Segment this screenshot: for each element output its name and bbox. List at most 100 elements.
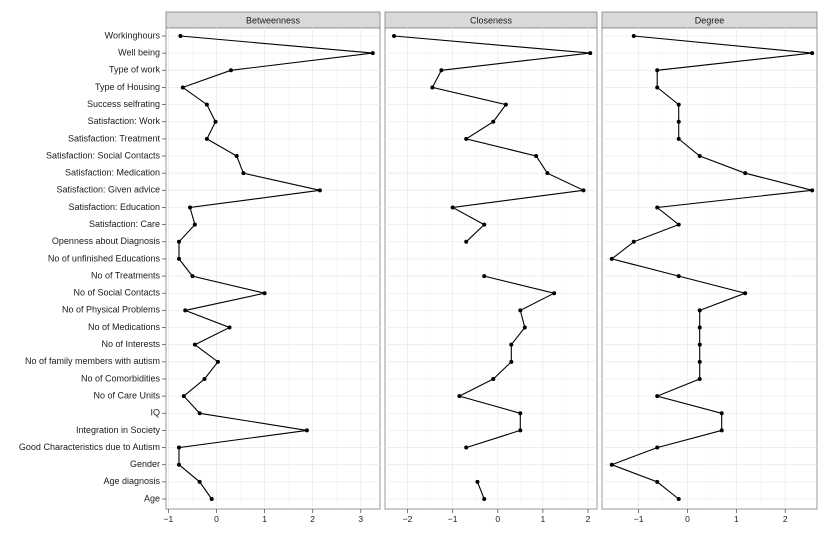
y-tick-label: No of Physical Problems	[62, 305, 161, 315]
x-tick-label: 2	[586, 514, 591, 524]
data-point	[215, 359, 220, 364]
data-point	[482, 497, 487, 501]
y-tick-label: No of Interests	[101, 339, 160, 349]
data-point	[518, 411, 523, 416]
data-point	[464, 136, 469, 141]
data-point	[697, 325, 702, 330]
series-line	[178, 35, 373, 500]
data-point	[676, 274, 681, 279]
data-point	[655, 68, 660, 73]
x-tick-label: 0	[214, 514, 219, 524]
y-tick-label: Success selfrating	[87, 99, 160, 109]
data-point	[475, 479, 480, 484]
data-point	[676, 102, 681, 107]
data-point	[457, 394, 462, 399]
data-point	[209, 497, 214, 501]
panel-title: Degree	[695, 16, 725, 26]
data-point	[522, 325, 527, 330]
data-point	[719, 411, 724, 416]
y-tick-label: Well being	[118, 48, 160, 58]
facet-panels: Betweenness −1 0 1 2 3 Closeness −2 −1 0 1 2 Degree −…	[164, 11, 818, 524]
data-point	[655, 479, 660, 484]
data-point	[518, 428, 523, 433]
y-tick-label: Workinghours	[105, 30, 161, 40]
data-point	[482, 222, 487, 227]
data-point	[697, 342, 702, 347]
data-point	[545, 171, 550, 176]
data-point	[719, 428, 724, 433]
x-tick-label: 1	[734, 514, 739, 524]
data-point	[676, 119, 681, 124]
data-point	[491, 119, 496, 124]
data-point	[392, 34, 397, 38]
panel-background	[165, 27, 381, 510]
data-point	[241, 171, 246, 176]
data-point	[190, 274, 195, 279]
data-point	[204, 136, 209, 141]
y-tick-label: No of unfinished Educations	[48, 253, 161, 263]
panel-betweenness: Betweenness −1 0 1 2 3	[164, 11, 381, 524]
data-point	[304, 428, 309, 433]
x-tick-label: 1	[262, 514, 267, 524]
data-point	[464, 445, 469, 450]
y-tick-label: Age	[144, 493, 160, 503]
x-tick-label: −1	[634, 514, 644, 524]
y-tick-label: Satisfaction: Care	[89, 219, 160, 229]
data-point	[180, 85, 185, 90]
y-tick-label: Satisfaction: Work	[88, 116, 161, 126]
data-point	[810, 51, 815, 56]
x-tick-label: −1	[448, 514, 458, 524]
x-tick-label: −1	[164, 514, 174, 524]
data-point	[176, 445, 181, 450]
data-point	[655, 85, 660, 90]
data-point	[183, 308, 188, 313]
data-point	[181, 394, 186, 399]
y-tick-label: No of family members with autism	[25, 356, 160, 366]
data-point	[482, 274, 487, 279]
y-tick-label: No of Social Contacts	[73, 288, 160, 298]
data-point	[631, 34, 636, 38]
y-tick-label: Openness about Diagnosis	[52, 236, 161, 246]
data-point	[609, 256, 614, 261]
y-axis-labels: Workinghours Well being Type of work Type o…	[19, 30, 166, 503]
x-tick-label: 2	[783, 514, 788, 524]
x-tick-label: 1	[541, 514, 546, 524]
data-point	[491, 376, 496, 381]
y-tick-label: Satisfaction: Medication	[65, 168, 160, 178]
data-point	[810, 188, 815, 193]
panel-degree: Degree −1 0 1 2	[601, 11, 818, 524]
panel-background	[601, 27, 818, 510]
panel-title: Closeness	[470, 16, 513, 26]
data-point	[534, 154, 539, 159]
data-point	[697, 359, 702, 364]
data-point	[450, 205, 455, 210]
panel-title: Betweenness	[246, 16, 301, 26]
data-point	[197, 411, 202, 416]
data-point	[176, 256, 181, 261]
data-point	[697, 154, 702, 159]
x-tick-label: −2	[403, 514, 413, 524]
data-point	[676, 222, 681, 227]
y-tick-label: No of Medications	[88, 322, 161, 332]
y-tick-label: Good Characteristics due to Autism	[19, 442, 160, 452]
data-point	[518, 308, 523, 313]
y-tick-label: Age diagnosis	[103, 476, 160, 486]
data-point	[262, 291, 267, 296]
y-tick-label: Satisfaction: Treatment	[68, 133, 161, 143]
panel-background	[384, 27, 598, 510]
data-point	[192, 222, 197, 227]
data-point	[178, 34, 183, 38]
data-point	[509, 342, 514, 347]
y-tick-label: Gender	[130, 459, 160, 469]
data-point	[176, 239, 181, 244]
y-tick-label: Satisfaction: Social Contacts	[46, 150, 161, 160]
data-point	[213, 119, 218, 124]
data-point	[655, 445, 660, 450]
data-point	[509, 359, 514, 364]
data-point	[609, 462, 614, 467]
data-point	[176, 462, 181, 467]
data-point	[188, 205, 193, 210]
y-tick-label: No of Comorbidities	[81, 373, 161, 383]
data-point	[439, 68, 444, 73]
